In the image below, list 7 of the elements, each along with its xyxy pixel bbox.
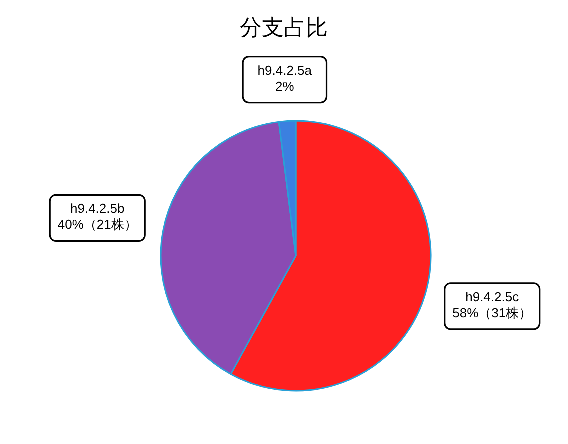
slice-label: h9.4.2.5a bbox=[258, 62, 313, 78]
slice-label: h9.4.2.5c bbox=[466, 289, 520, 304]
chart-title: 分支占比 bbox=[240, 16, 328, 41]
data-label: 58%（31株） bbox=[452, 305, 532, 320]
slice-label: h9.4.2.5b bbox=[70, 201, 125, 216]
data-label: 40%（21株） bbox=[58, 217, 138, 232]
data-label: 2% bbox=[276, 78, 295, 94]
